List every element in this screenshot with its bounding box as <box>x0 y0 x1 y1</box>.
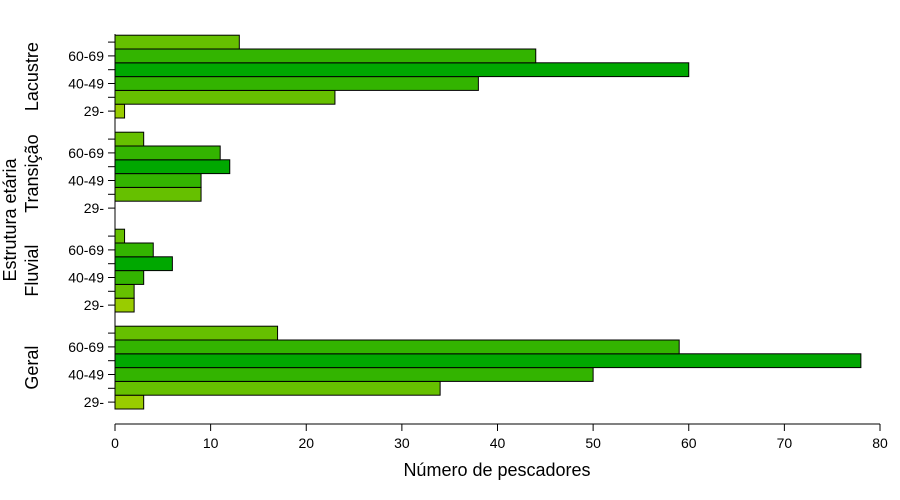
x-tick-label: 30 <box>394 435 410 451</box>
bar-lacustre-4 <box>114 48 537 64</box>
x-tick-label: 80 <box>872 435 888 451</box>
bar-transição-1 <box>114 186 202 202</box>
bar-lacustre-3 <box>114 62 690 78</box>
bar-transição-5 <box>114 131 145 147</box>
y-tick-label: 29- <box>84 394 105 410</box>
group-label-geral: Geral <box>22 346 42 390</box>
group-label-transição: Transição <box>22 134 42 212</box>
bar-transição-4 <box>114 145 221 161</box>
bar-geral-1 <box>114 380 441 396</box>
bar-transição-2 <box>114 173 202 188</box>
bar-fluvial-3 <box>114 256 173 272</box>
group-label-fluvial: Fluvial <box>22 245 42 297</box>
x-axis-title: Número de pescadores <box>403 460 590 480</box>
x-tick-label: 70 <box>777 435 793 451</box>
bar-fluvial-2 <box>114 270 145 285</box>
bar-lacustre-5 <box>114 34 240 50</box>
y-tick-label: 60-69 <box>68 242 104 258</box>
bar-fluvial-4 <box>114 242 154 258</box>
bar-geral-5 <box>114 325 279 341</box>
bar-geral-0 <box>114 394 145 410</box>
bar-lacustre-0 <box>114 103 126 119</box>
bar-fluvial-0 <box>114 297 135 313</box>
bar-fluvial-1 <box>114 283 135 299</box>
y-tick-label: 40-49 <box>68 270 104 286</box>
x-tick-label: 50 <box>585 435 601 451</box>
y-tick-label: 60-69 <box>68 145 104 161</box>
bar-geral-2 <box>114 367 594 382</box>
bar-geral-3 <box>114 353 862 369</box>
y-axis: 29- 40-49 60-69 Geral 29- 40-49 60-69 Fluvial 29… <box>22 34 116 410</box>
bar-lacustre-1 <box>114 89 336 105</box>
y-tick-label: 40-49 <box>68 367 104 383</box>
bars-layer <box>114 34 862 410</box>
y-tick-label: 29- <box>84 200 105 216</box>
x-tick-label: 20 <box>298 435 314 451</box>
y-tick-label: 29- <box>84 103 105 119</box>
x-axis: 0 10 20 30 40 50 60 70 80 <box>111 423 888 451</box>
x-tick-label: 0 <box>111 435 119 451</box>
x-tick-label: 60 <box>681 435 697 451</box>
x-tick-label: 40 <box>490 435 506 451</box>
y-axis-title: Estrutura etária <box>0 157 20 281</box>
y-tick-label: 60-69 <box>68 339 104 355</box>
y-tick-label: 60-69 <box>68 48 104 64</box>
bar-transição-3 <box>114 159 231 175</box>
bar-fluvial-5 <box>114 228 126 244</box>
y-tick-label: 29- <box>84 297 105 313</box>
bar-geral-4 <box>114 339 680 355</box>
group-label-lacustre: Lacustre <box>22 42 42 111</box>
y-tick-label: 40-49 <box>68 76 104 92</box>
y-tick-label: 40-49 <box>68 173 104 189</box>
bar-lacustre-2 <box>114 76 479 91</box>
x-tick-label: 10 <box>203 435 219 451</box>
